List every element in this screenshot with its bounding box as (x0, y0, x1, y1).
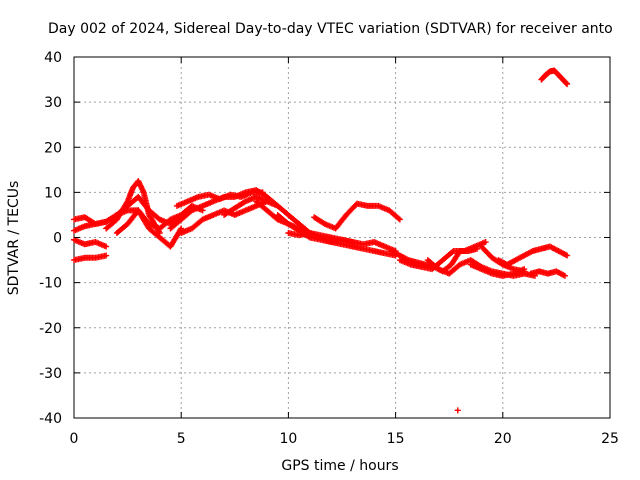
x-tick-label: 25 (601, 431, 619, 447)
axis-ticks: 0 5 10 15 20 25 40 30 20 10 0 -10 -20 -30 -40 (39, 50, 619, 447)
x-tick-label: 15 (387, 431, 405, 447)
y-tick-label: 0 (53, 231, 62, 247)
data-point-outlier (454, 407, 461, 414)
data-point-arc9 (259, 189, 266, 196)
x-axis-label: GPS time / hours (281, 458, 398, 474)
chart-title: Day 002 of 2024, Sidereal Day-to-day VTE… (48, 21, 613, 37)
y-tick-label: -40 (39, 411, 62, 427)
y-tick-label: 30 (44, 95, 62, 111)
data-point-arc17 (449, 249, 456, 256)
data-point-arc20 (521, 268, 528, 275)
data-point-arc17 (482, 239, 489, 246)
x-tick-label: 20 (494, 431, 512, 447)
y-tick-label: 40 (44, 50, 62, 66)
y-tick-label: 20 (44, 140, 62, 156)
grid-lines (74, 57, 610, 418)
x-tick-label: 5 (177, 431, 186, 447)
data-points (71, 67, 571, 414)
data-point-arc22 (561, 272, 568, 279)
y-tick-label: -30 (39, 366, 62, 382)
y-tick-label: -10 (39, 276, 62, 292)
x-tick-label: 10 (279, 431, 297, 447)
data-point-arc15 (395, 215, 402, 222)
data-point-arc21 (564, 252, 571, 259)
data-point-arc4 (103, 252, 110, 259)
data-point-arc3 (103, 243, 110, 250)
data-point-arc15 (396, 216, 403, 223)
data-point-arc23 (563, 80, 570, 87)
x-tick-label: 0 (70, 431, 79, 447)
data-point-arc23 (564, 81, 571, 88)
y-tick-label: 10 (44, 185, 62, 201)
y-tick-label: -20 (39, 321, 62, 337)
y-axis-label: SDTVAR / TECUs (6, 181, 22, 296)
